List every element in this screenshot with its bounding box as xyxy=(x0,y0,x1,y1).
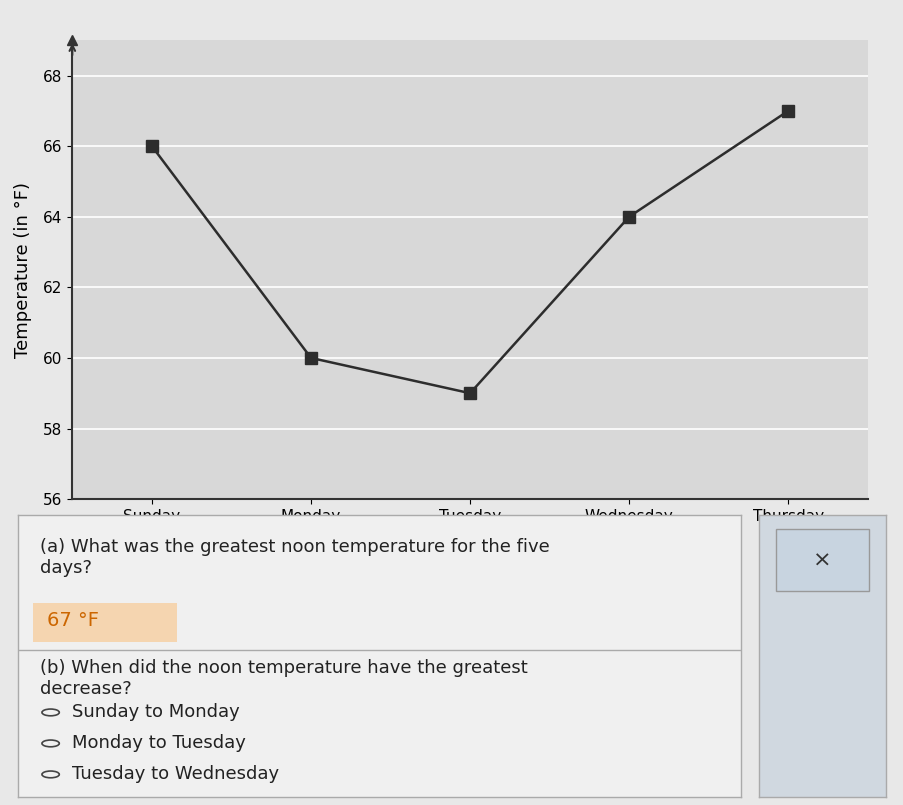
Text: (b) When did the noon temperature have the greatest
decrease?: (b) When did the noon temperature have t… xyxy=(40,658,527,698)
Text: Monday to Tuesday: Monday to Tuesday xyxy=(72,734,246,753)
Text: (a) What was the greatest noon temperature for the five
days?: (a) What was the greatest noon temperatu… xyxy=(40,538,549,576)
Y-axis label: Temperature (in °F): Temperature (in °F) xyxy=(14,182,32,357)
Text: 67 °F: 67 °F xyxy=(47,611,99,630)
FancyBboxPatch shape xyxy=(33,602,177,642)
Text: Tuesday to Wednesday: Tuesday to Wednesday xyxy=(72,766,279,783)
X-axis label: Day: Day xyxy=(453,535,486,553)
Text: ×: × xyxy=(813,551,831,570)
Text: Sunday to Monday: Sunday to Monday xyxy=(72,704,240,721)
FancyBboxPatch shape xyxy=(775,530,869,591)
